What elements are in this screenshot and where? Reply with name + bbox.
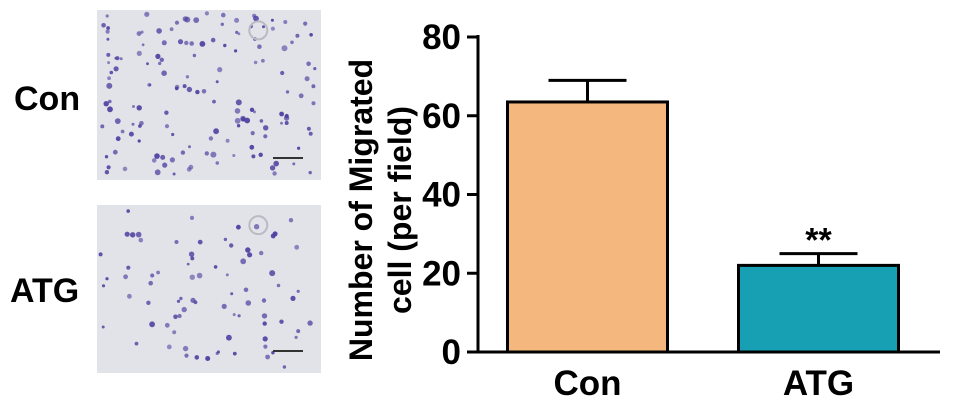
panel-label-con: Con xyxy=(14,80,81,118)
y-tick-label-20: 20 xyxy=(422,254,461,293)
bar-atg xyxy=(737,263,900,354)
micrograph-con xyxy=(97,10,321,180)
y-axis-title-line2: cell (per field) xyxy=(382,106,418,314)
y-tick-label-80: 80 xyxy=(422,18,461,57)
micrograph-con-cells xyxy=(100,11,317,176)
micrograph-atg-cells xyxy=(98,209,313,369)
y-axis-title-line1: Number of Migrated xyxy=(343,59,379,361)
y-tick-label-0: 0 xyxy=(442,333,461,372)
panel-label-atg: ATG xyxy=(10,272,80,310)
significance-marker-atg: ** xyxy=(805,222,832,260)
y-tick-label-60: 60 xyxy=(422,97,461,136)
x-category-label-atg: ATG xyxy=(783,364,854,403)
bars xyxy=(506,78,900,354)
x-category-label-con: Con xyxy=(553,364,621,403)
bar-con xyxy=(506,100,669,354)
labels: 0 20 40 60 80 Con ATG ** xyxy=(422,18,854,403)
y-axis-title: Number of Migrated cell (per field) xyxy=(343,59,418,361)
y-tick-label-40: 40 xyxy=(422,176,461,215)
micrograph-atg xyxy=(97,205,321,373)
